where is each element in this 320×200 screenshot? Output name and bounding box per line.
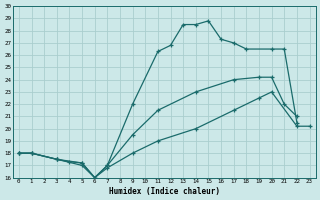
X-axis label: Humidex (Indice chaleur): Humidex (Indice chaleur) [109, 187, 220, 196]
